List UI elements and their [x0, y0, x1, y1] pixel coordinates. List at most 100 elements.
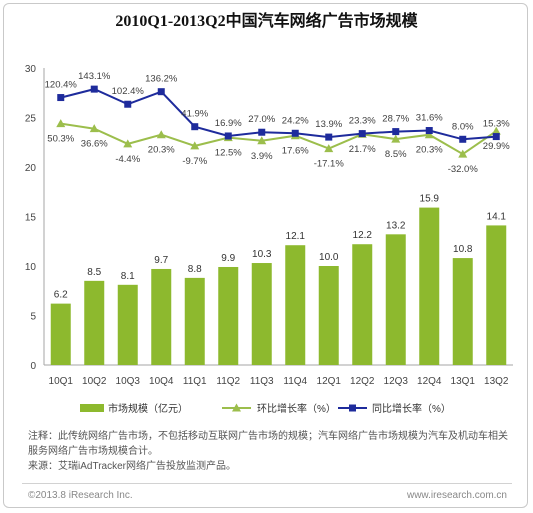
bar-value-label: 9.7	[154, 255, 168, 266]
footer-divider	[22, 483, 512, 484]
qoq-growth-label: 3.9%	[251, 151, 273, 162]
yoy-growth-label: 102.4%	[112, 86, 145, 97]
yoy-square-marker	[358, 130, 366, 138]
qoq-triangle-marker	[89, 124, 99, 133]
legend-label-yoy-growth: 同比增长率（%）	[372, 402, 451, 415]
qoq-triangle-marker	[190, 141, 200, 150]
qoq-growth-label: -17.1%	[314, 159, 345, 170]
bar-value-label: 8.1	[121, 271, 135, 282]
yoy-square-marker	[425, 127, 433, 135]
yoy-growth-label: 13.9%	[315, 119, 342, 130]
x-tick-label: 10Q4	[149, 376, 174, 387]
y-tick-label: 5	[30, 312, 36, 323]
qoq-triangle-marker	[156, 130, 166, 139]
bar-value-label: 15.9	[420, 194, 440, 205]
x-tick-label: 11Q3	[250, 376, 274, 387]
yoy-growth-label: 41.9%	[181, 109, 208, 120]
source-text: 来源：艾瑞iAdTracker网络广告投放监测产品。	[28, 461, 236, 472]
bar-value-label: 14.1	[487, 211, 507, 222]
bar	[84, 280, 105, 365]
x-tick-label: 11Q4	[283, 376, 307, 387]
bar-value-label: 10.3	[252, 249, 272, 260]
bar	[117, 284, 138, 365]
y-tick-label: 30	[25, 64, 37, 75]
qoq-triangle-marker	[424, 130, 434, 139]
legend: 市场规模（亿元） 环比增长率（%） 同比增长率（%）	[80, 402, 451, 415]
legend-triangle-marker-icon	[232, 403, 241, 412]
yoy-growth-label: 23.3%	[349, 116, 376, 127]
y-tick-label: 25	[25, 114, 37, 125]
x-tick-label: 12Q2	[350, 376, 375, 387]
bar	[251, 263, 272, 365]
qoq-growth-label: -4.4%	[115, 154, 140, 165]
x-tick-label: 11Q2	[216, 376, 240, 387]
yoy-square-marker	[224, 132, 232, 140]
yoy-square-marker	[124, 100, 132, 108]
bar	[151, 268, 172, 365]
yoy-square-marker	[492, 133, 500, 141]
chart-frame	[3, 3, 528, 508]
notes: 注释：此传统网络广告市场，不包括移动互联网广告市场的规模；汽车网络广告市场规模为…	[28, 429, 512, 474]
x-tick-label: 12Q1	[317, 376, 342, 387]
bar-value-label: 13.2	[386, 220, 406, 231]
y-tick-label: 0	[30, 361, 36, 372]
yoy-growth-line	[60, 88, 497, 141]
yoy-growth-label: 8.0%	[452, 121, 474, 132]
yoy-growth-label: 31.6%	[416, 113, 443, 124]
x-tick-label: 10Q2	[82, 376, 107, 387]
bar-value-label: 6.2	[54, 290, 68, 301]
website-text: www.iresearch.com.cn	[406, 490, 507, 501]
qoq-growth-label: 8.5%	[385, 149, 407, 160]
qoq-growth-label: 29.9%	[483, 141, 510, 152]
chart: 0 5 10 15 20 25 30 10Q1 10Q2 10Q3 10Q4 11Q1 11Q2 11Q3…	[25, 64, 513, 415]
qoq-triangle-marker	[458, 149, 468, 158]
note-text: 注释：此传统网络广告市场，不包括移动互联网广告市场的规模；汽车网络广告市场规模为…	[28, 431, 508, 457]
yoy-growth-label: 27.0%	[248, 114, 275, 125]
qoq-triangle-marker	[324, 144, 334, 153]
qoq-growth-label: 20.3%	[148, 145, 175, 156]
line-series	[56, 85, 501, 158]
qoq-triangle-marker	[491, 126, 501, 135]
yoy-square-marker	[459, 135, 467, 143]
x-tick-label: 10Q1	[49, 376, 74, 387]
data-labels: 6.2 8.5 8.1 9.7 8.8 9.9 10.3 12.1 10.0 12.2 13.2 15…	[45, 71, 511, 300]
bar	[285, 245, 306, 365]
yoy-growth-label: 28.7%	[382, 114, 409, 125]
bar	[352, 244, 373, 365]
bar-value-label: 12.2	[353, 230, 373, 241]
yoy-square-marker	[325, 133, 333, 141]
bar	[452, 258, 473, 365]
x-tick-label: 11Q1	[183, 376, 207, 387]
qoq-growth-label: 36.6%	[81, 139, 108, 150]
qoq-growth-label: 17.6%	[282, 146, 309, 157]
x-tick-label: 10Q3	[116, 376, 141, 387]
bar-value-label: 10.0	[319, 252, 339, 263]
y-tick-label: 15	[25, 213, 37, 224]
yoy-square-marker	[392, 128, 400, 136]
qoq-growth-label: 21.7%	[349, 144, 376, 155]
yoy-square-marker	[291, 129, 299, 137]
copyright-text: ©2013.8 iResearch Inc.	[28, 490, 133, 501]
legend-label-qoq-growth: 环比增长率（%）	[257, 402, 336, 415]
qoq-growth-label: 20.3%	[416, 145, 443, 156]
legend-square-marker-icon	[349, 404, 356, 412]
bar-series	[50, 207, 507, 365]
yoy-growth-label: 16.9%	[215, 118, 242, 129]
qoq-triangle-marker	[257, 136, 267, 145]
qoq-growth-label: 50.3%	[47, 134, 74, 145]
bar-value-label: 12.1	[286, 231, 306, 242]
qoq-triangle-marker	[56, 119, 66, 128]
yoy-square-marker	[157, 88, 165, 96]
legend-item-qoq-growth: 环比增长率（%）	[222, 402, 336, 415]
x-tick-label: 12Q3	[384, 376, 409, 387]
bar-value-label: 10.8	[453, 244, 473, 255]
y-tick-label: 10	[25, 262, 37, 273]
legend-bar-swatch	[80, 404, 104, 412]
bar	[218, 266, 239, 365]
bar	[184, 277, 205, 365]
yoy-growth-label: 15.3%	[483, 119, 510, 130]
yoy-square-marker	[191, 123, 199, 131]
bar	[486, 225, 507, 365]
yoy-growth-label: 120.4%	[45, 80, 78, 91]
bar	[50, 303, 71, 365]
